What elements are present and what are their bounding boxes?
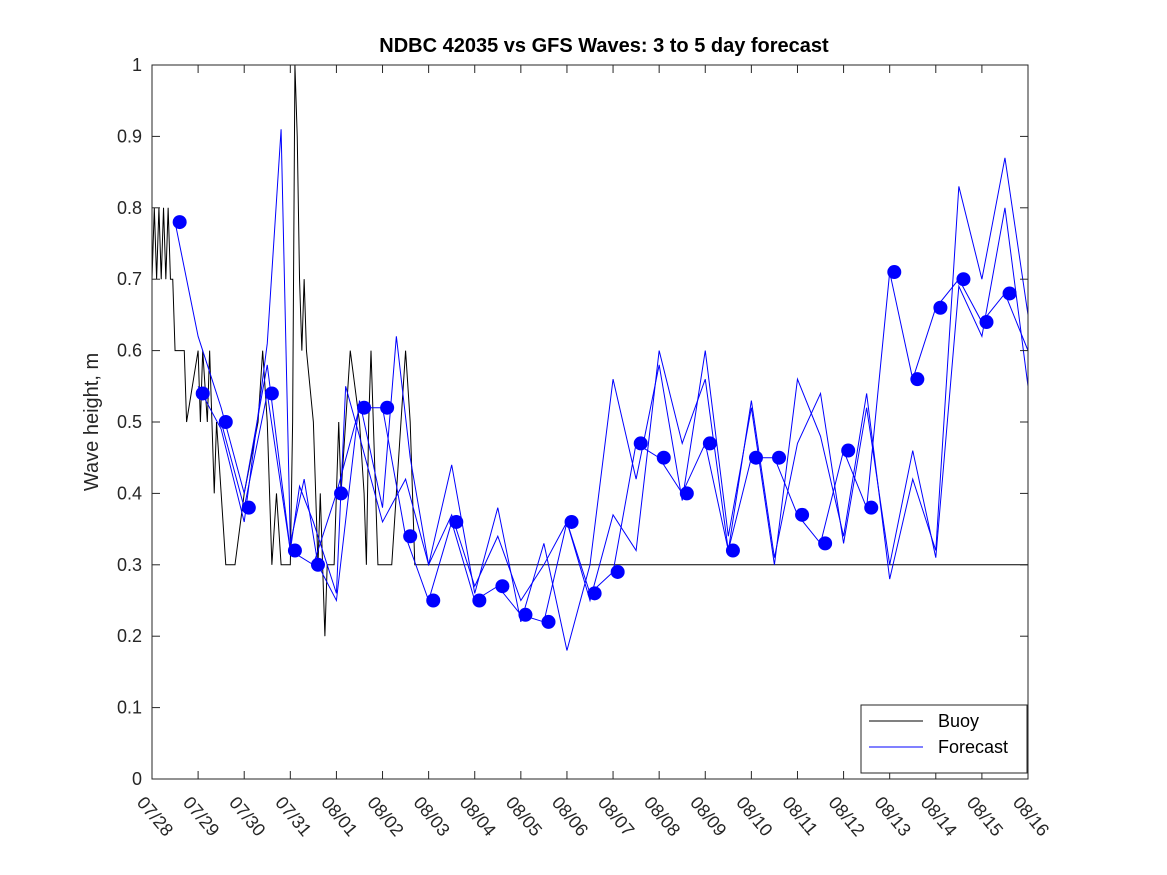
plot-area (152, 65, 1028, 779)
legend-forecast-label: Forecast (938, 737, 1008, 757)
forecast-marker (541, 614, 556, 629)
y-tick-label: 1 (132, 55, 142, 75)
forecast-marker (403, 529, 418, 544)
chart-title: NDBC 42035 vs GFS Waves: 3 to 5 day fore… (379, 35, 829, 57)
legend-box (860, 704, 1028, 774)
forecast-marker (218, 415, 233, 429)
forecast-marker (264, 386, 279, 401)
y-tick-label: 0.3 (117, 555, 142, 575)
legend: Buoy Forecast (860, 704, 1028, 774)
forecast-marker (357, 400, 372, 415)
buoy-series-layer (151, 64, 1028, 637)
buoy-series-line (151, 64, 1028, 637)
forecast-marker (748, 450, 763, 465)
forecast-marker (795, 507, 810, 522)
forecast-marker (956, 272, 971, 287)
y-tick-label: 0.8 (117, 198, 142, 218)
forecast-marker (633, 436, 648, 451)
forecast-marker (841, 443, 856, 458)
forecast-marker (426, 593, 441, 608)
y-tick-label: 0.9 (117, 126, 142, 146)
forecast-marker (656, 450, 671, 465)
forecast-series-layer (174, 129, 1029, 651)
y-tick-label: 0.1 (117, 698, 142, 718)
forecast-marker (725, 543, 740, 558)
y-tick-label: 0 (132, 769, 142, 789)
forecast-marker (518, 607, 533, 622)
legend-buoy-label: Buoy (938, 711, 979, 731)
forecast-marker (334, 486, 349, 501)
y-tick-label: 0.2 (117, 626, 142, 646)
forecast-marker (887, 265, 902, 280)
y-axis-label: Wave height, m (81, 353, 103, 491)
forecast-markers-layer (172, 215, 1017, 629)
y-tick-label: 0.5 (117, 412, 142, 432)
forecast-marker (564, 514, 579, 529)
forecast-marker (610, 564, 625, 579)
forecast-marker (818, 536, 833, 551)
forecast-marker (241, 500, 256, 515)
forecast-series-line-2 (197, 129, 1029, 651)
y-tick-label: 0.6 (117, 341, 142, 361)
forecast-marker (172, 215, 187, 230)
y-axis-ticks: 0 0.1 0.2 0.3 0.4 0.5 0.6 0.7 0.8 0.9 1 (117, 55, 1028, 789)
forecast-marker (864, 500, 879, 515)
forecast-marker (979, 315, 994, 330)
forecast-series-line-3 (220, 271, 1029, 623)
forecast-marker (380, 400, 395, 415)
forecast-marker (702, 436, 717, 451)
forecast-marker (772, 450, 787, 465)
forecast-marker (310, 557, 325, 572)
forecast-marker (287, 543, 302, 558)
y-tick-label: 0.4 (117, 483, 142, 503)
forecast-marker (195, 386, 210, 401)
y-tick-label: 0.7 (117, 269, 142, 289)
forecast-marker (910, 372, 925, 387)
forecast-marker (495, 579, 510, 594)
forecast-marker (679, 486, 694, 501)
forecast-marker (587, 586, 602, 601)
forecast-marker (933, 300, 948, 315)
forecast-marker (472, 593, 487, 608)
forecast-marker (1002, 286, 1017, 301)
forecast-marker (449, 514, 464, 529)
